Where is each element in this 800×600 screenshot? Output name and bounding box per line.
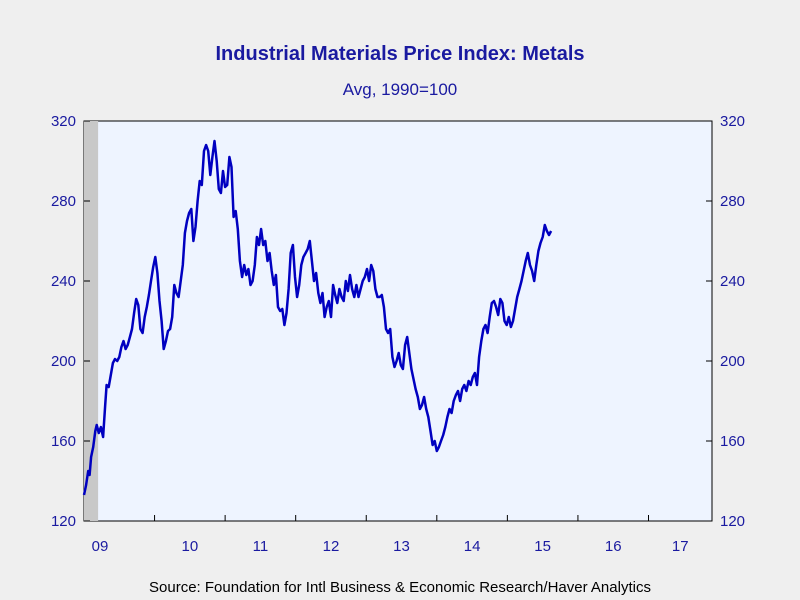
y-tick-label-right: 320 bbox=[720, 113, 745, 130]
y-axis-left: 120 160 200 240 280 320 bbox=[51, 113, 90, 530]
chart-title: Industrial Materials Price Index: Metals bbox=[215, 43, 584, 65]
series-line bbox=[82, 139, 553, 496]
y-tick-label-left: 280 bbox=[51, 193, 76, 210]
y-tick-label-right: 240 bbox=[720, 273, 745, 290]
source-note: Source: Foundation for Intl Business & E… bbox=[149, 579, 651, 596]
x-tick-label: 17 bbox=[672, 538, 689, 555]
y-tick-label-right: 160 bbox=[720, 433, 745, 450]
x-tick-label: 13 bbox=[393, 538, 410, 555]
x-tick-label: 10 bbox=[181, 538, 198, 555]
y-tick-label-left: 120 bbox=[51, 513, 76, 530]
x-tick-label: 15 bbox=[534, 538, 551, 555]
y-tick-label-right: 120 bbox=[720, 513, 745, 530]
y-tick-label-left: 200 bbox=[51, 353, 76, 370]
x-axis: 09 10 11 12 13 14 15 16 17 bbox=[92, 515, 689, 555]
x-tick-label: 12 bbox=[323, 538, 340, 555]
recession-shading bbox=[84, 121, 99, 521]
x-tick-label: 16 bbox=[605, 538, 622, 555]
x-tick-label: 11 bbox=[253, 538, 269, 555]
y-tick-label-right: 280 bbox=[720, 193, 745, 210]
y-axis-right: 120 160 200 240 280 320 bbox=[706, 113, 745, 530]
y-tick-label-right: 200 bbox=[720, 353, 745, 370]
y-tick-label-left: 160 bbox=[51, 433, 76, 450]
plot-area bbox=[83, 120, 713, 522]
chart-subtitle: Avg, 1990=100 bbox=[343, 80, 458, 99]
x-tick-label: 09 bbox=[92, 538, 109, 555]
y-tick-label-left: 240 bbox=[51, 273, 76, 290]
x-tick-label: 14 bbox=[464, 538, 481, 555]
y-tick-label-left: 320 bbox=[51, 113, 76, 130]
